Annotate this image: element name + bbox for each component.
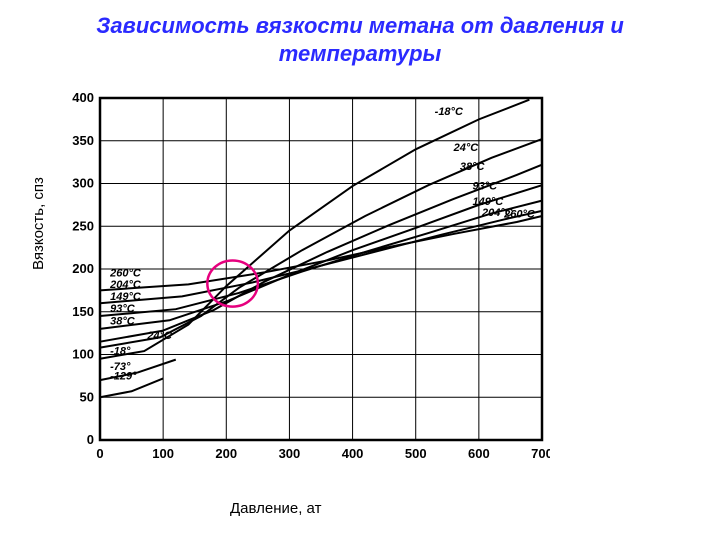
curve-label-right: 93°C [473,180,499,192]
curve-label-left: 93°C [110,303,136,315]
curve-label-left: 204°C [109,279,142,291]
x-axis-label: Давление, ат [230,500,321,517]
xtick-label: 200 [215,446,237,461]
ytick-label: 350 [72,133,94,148]
xtick-label: 400 [342,446,364,461]
xtick-label: 500 [405,446,427,461]
xtick-label: 600 [468,446,490,461]
ytick-label: 50 [80,389,94,404]
chart-container: 0 100 200 300 400 500 600 700 0 50 100 150 200 250 300… [60,90,580,490]
curve-label-left: 260°C [109,268,142,280]
y-axis-label: Вязкость, спз [30,177,47,270]
chart-title: Зависимость вязкости метана от давления … [0,0,720,67]
curve-label-left: -73° [110,361,131,373]
curve-label-left: 149°C [110,291,142,303]
ytick-label: 150 [72,304,94,319]
curve-label-right: 38°C [460,161,486,173]
curve [100,201,542,316]
ytick-label: 100 [72,347,94,362]
title-line1: Зависимость вязкости метана от давления … [96,13,624,38]
ytick-label: 300 [72,176,94,191]
xtick-label: 700 [531,446,550,461]
ytick-label: 250 [72,218,94,233]
curve-label-right: 260°C [503,209,536,221]
curve-label-right: 24°C [453,142,480,154]
ytick-label: 0 [87,432,94,447]
ytick-label: 400 [72,90,94,105]
methane-viscosity-chart: 0 100 200 300 400 500 600 700 0 50 100 150 200 250 300… [60,90,550,470]
curve [100,211,542,303]
curve-label-right: -18°C [435,106,464,118]
xtick-label: 100 [152,446,174,461]
ytick-label: 200 [72,261,94,276]
curve-label-left: -18° [110,346,131,358]
title-line2: температуры [279,41,442,66]
curve-label-left: 38°C [110,316,136,328]
curve-label-left: 24°C [146,330,173,342]
xtick-label: 0 [96,446,103,461]
xtick-label: 300 [279,446,301,461]
